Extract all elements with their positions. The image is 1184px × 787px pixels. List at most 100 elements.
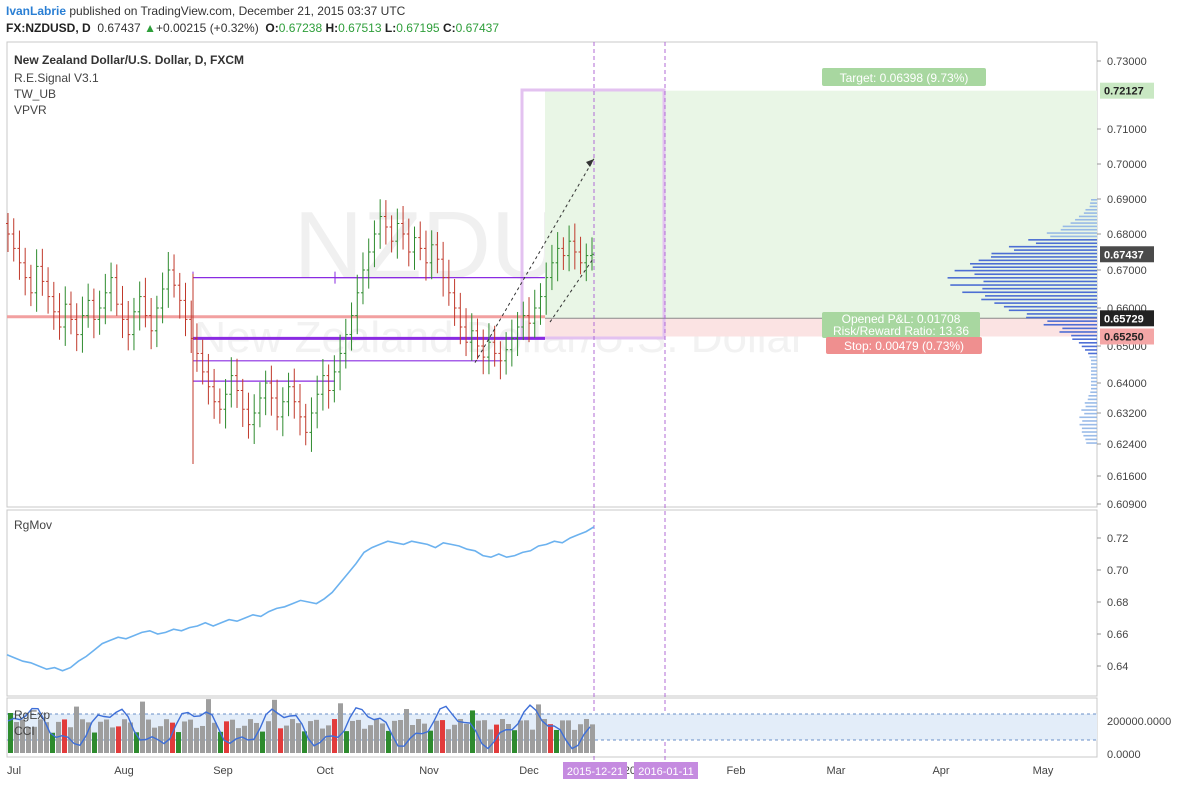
volume-profile-bar bbox=[983, 280, 1097, 283]
rgexp-bar bbox=[290, 719, 295, 753]
rgexp-bar bbox=[470, 710, 475, 753]
rgexp-bar bbox=[182, 721, 187, 753]
rgexp-pane-title[interactable]: RgExp bbox=[14, 708, 51, 722]
volume-profile-bar bbox=[1082, 420, 1097, 422]
rgexp-bar bbox=[260, 731, 265, 753]
volume-profile-bar bbox=[1043, 323, 1097, 326]
rgexp-tick-label: 0.0000 bbox=[1107, 749, 1141, 761]
rgexp-bar bbox=[272, 699, 277, 753]
volume-profile-bar bbox=[991, 252, 1097, 255]
price-badge-bg bbox=[1100, 310, 1154, 327]
indicator-twub[interactable]: TW_UB bbox=[14, 87, 56, 101]
rgexp-bar bbox=[422, 723, 427, 753]
rgexp-bar bbox=[80, 719, 85, 753]
price-tick-label: 0.67000 bbox=[1107, 265, 1147, 277]
indicator-vpvr[interactable]: VPVR bbox=[14, 103, 47, 117]
volume-profile-bar bbox=[1088, 352, 1097, 355]
rgexp-bar bbox=[200, 725, 205, 753]
time-axis-label: Oct bbox=[316, 765, 333, 777]
rgexp-bar bbox=[440, 720, 445, 753]
author-link[interactable]: IvanLabrie bbox=[6, 4, 67, 18]
volume-profile-bar bbox=[954, 269, 1097, 272]
rgexp-bar bbox=[224, 721, 229, 753]
rgexp-bar bbox=[554, 729, 559, 753]
indicator-resignal[interactable]: R.E.Signal V3.1 bbox=[14, 71, 99, 85]
volume-profile-bar bbox=[1071, 334, 1097, 337]
price-tick-label: 0.61600 bbox=[1107, 471, 1147, 483]
rgexp-bar bbox=[404, 708, 409, 753]
rgexp-bar bbox=[350, 720, 355, 753]
rgexp-bar bbox=[392, 720, 397, 753]
time-axis-label: Nov bbox=[419, 765, 439, 777]
rgexp-bar bbox=[242, 725, 247, 753]
projection-arrow bbox=[549, 257, 595, 323]
volume-profile-bar bbox=[1008, 245, 1097, 248]
rgexp-bar bbox=[482, 720, 487, 753]
volume-profile-bar bbox=[1087, 398, 1097, 401]
time-axis-label: Feb bbox=[727, 765, 746, 777]
up-arrow-icon: ▲ bbox=[144, 21, 156, 35]
rgexp-tick-label: 200000.0000 bbox=[1107, 716, 1171, 728]
rgexp-bar bbox=[248, 719, 253, 753]
rgexp-bar bbox=[98, 721, 103, 753]
target-label-bg bbox=[822, 68, 986, 86]
volume-profile-bar bbox=[1091, 377, 1097, 379]
volume-profile-bar bbox=[1081, 409, 1097, 411]
volume-profile-bar bbox=[974, 273, 1097, 276]
rgexp-bar bbox=[32, 726, 37, 753]
rgexp-bar bbox=[578, 724, 583, 753]
volume-profile-bar bbox=[947, 277, 1097, 279]
symbol-label[interactable]: FX:NZDUSD, D bbox=[6, 21, 91, 35]
volume-profile-bar bbox=[962, 291, 1097, 294]
time-axis-label: Aug bbox=[114, 765, 134, 777]
volume-profile-bar bbox=[1089, 205, 1097, 208]
rgmov-tick-label: 0.72 bbox=[1107, 533, 1128, 545]
volume-profile-bar bbox=[1084, 402, 1097, 404]
volume-profile-bar bbox=[1003, 305, 1097, 308]
rgexp-bar bbox=[86, 722, 91, 753]
time-highlight-start: 2015-12-21 bbox=[567, 766, 623, 778]
open-label: O: bbox=[265, 21, 279, 35]
rgexp-bar bbox=[464, 723, 469, 753]
rgexp-bar bbox=[380, 723, 385, 753]
volume-profile-bar bbox=[1081, 345, 1097, 348]
time-axis-label: Mar bbox=[827, 765, 846, 777]
volume-profile-bar bbox=[1078, 215, 1097, 218]
rgexp-bar bbox=[542, 719, 547, 753]
time-axis-label: Jul bbox=[7, 765, 21, 777]
rgexp-bar bbox=[500, 719, 505, 753]
rgexp-bar bbox=[512, 730, 517, 753]
rgexp-bar bbox=[446, 729, 451, 753]
rgexp-bar bbox=[266, 721, 271, 753]
rgexp-bar bbox=[524, 720, 529, 753]
rgexp-bar bbox=[8, 713, 13, 753]
rgmov-pane-frame bbox=[6, 509, 1098, 697]
volume-profile-bar bbox=[1070, 222, 1097, 224]
cci-pane-title[interactable]: CCI bbox=[14, 724, 35, 738]
close-value: 0.67437 bbox=[455, 21, 499, 35]
price-badge-bg bbox=[1100, 82, 1154, 99]
volume-profile-bar bbox=[1085, 438, 1097, 441]
rgexp-bar bbox=[590, 724, 595, 753]
rgexp-bar bbox=[236, 728, 241, 753]
volume-profile-bar bbox=[1062, 225, 1097, 228]
publish-info: published on TradingView.com, December 2… bbox=[66, 4, 406, 18]
rgexp-bar bbox=[122, 719, 127, 753]
rgexp-bar bbox=[398, 720, 403, 753]
rgexp-bar bbox=[140, 701, 145, 753]
rgmov-pane-title[interactable]: RgMov bbox=[14, 518, 53, 532]
rgexp-bar bbox=[410, 724, 415, 753]
volume-profile-bar bbox=[1091, 359, 1097, 362]
volume-profile-bar bbox=[1078, 342, 1097, 344]
volume-profile-bar bbox=[950, 284, 1097, 286]
rgexp-bar bbox=[74, 706, 79, 753]
volume-profile-bar bbox=[1026, 313, 1097, 315]
rgexp-bar bbox=[56, 721, 61, 753]
rgexp-bar bbox=[38, 719, 43, 753]
rgexp-bar bbox=[314, 719, 319, 753]
rgexp-bar bbox=[134, 732, 139, 753]
price-tick-label: 0.68000 bbox=[1107, 229, 1147, 241]
volume-profile-bar bbox=[1081, 427, 1097, 430]
rgexp-bar bbox=[458, 719, 463, 753]
